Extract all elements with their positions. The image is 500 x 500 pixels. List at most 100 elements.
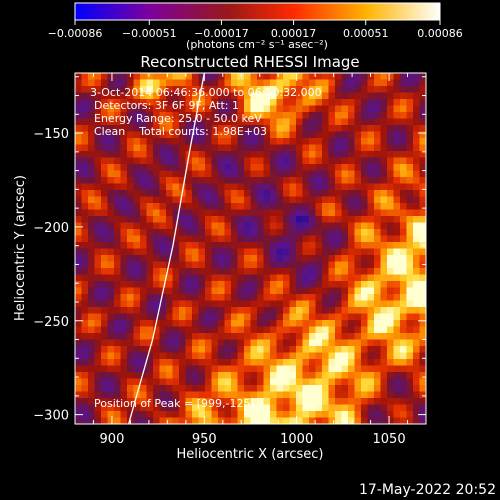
heatmap-cell — [159, 248, 167, 256]
heatmap-cell — [231, 385, 238, 392]
heatmap-cell — [75, 216, 82, 223]
heatmap-cell — [335, 287, 342, 295]
heatmap-cell — [367, 352, 375, 360]
heatmap-cell — [114, 222, 121, 230]
heatmap-cell — [413, 281, 420, 288]
heatmap-cell — [367, 313, 375, 321]
heatmap-cell — [250, 352, 258, 360]
heatmap-cell — [413, 274, 420, 282]
heatmap-cell — [127, 398, 134, 405]
heatmap-cell — [218, 86, 225, 93]
heatmap-cell — [406, 404, 414, 412]
heatmap-cell — [361, 209, 368, 217]
heatmap-cell — [406, 248, 414, 256]
heatmap-cell — [159, 378, 167, 386]
heatmap-cell — [276, 118, 284, 126]
heatmap-cell — [257, 404, 264, 412]
heatmap-cell — [302, 281, 310, 288]
heatmap-cell — [192, 112, 199, 119]
heatmap-cell — [81, 411, 89, 418]
heatmap-cell — [328, 294, 336, 301]
heatmap-cell — [400, 320, 407, 327]
heatmap-cell — [146, 177, 154, 184]
heatmap-cell — [413, 157, 420, 165]
heatmap-cell — [315, 281, 323, 288]
heatmap-cell — [393, 391, 401, 399]
heatmap-cell — [244, 86, 251, 93]
heatmap-cell — [120, 352, 128, 360]
heatmap-cell — [81, 157, 89, 165]
heatmap-cell — [127, 164, 134, 171]
heatmap-cell — [270, 125, 277, 132]
heatmap-cell — [211, 248, 219, 256]
heatmap-cell — [367, 404, 375, 412]
heatmap-cell — [120, 242, 128, 249]
heatmap-cell — [380, 229, 388, 236]
heatmap-cell — [296, 125, 303, 132]
heatmap-cell — [133, 411, 141, 418]
heatmap-cell — [380, 391, 388, 399]
heatmap-cell — [374, 203, 381, 210]
heatmap-cell — [198, 307, 206, 314]
heatmap-cell — [133, 86, 141, 93]
heatmap-cell — [192, 235, 199, 243]
heatmap-cell — [341, 365, 349, 373]
heatmap-cell — [315, 307, 323, 314]
heatmap-cell — [237, 203, 245, 210]
heatmap-cell — [302, 359, 310, 366]
heatmap-cell — [146, 268, 154, 275]
heatmap-cell — [296, 417, 303, 424]
heatmap-cell — [380, 281, 388, 288]
heatmap-cell — [335, 229, 342, 236]
heatmap-cell — [146, 359, 154, 366]
heatmap-cell — [101, 131, 108, 139]
heatmap-cell — [341, 326, 349, 334]
heatmap-cell — [328, 105, 336, 113]
heatmap-cell — [81, 183, 89, 191]
heatmap-cell — [127, 131, 134, 139]
heatmap-cell — [400, 131, 407, 139]
heatmap-cell — [120, 346, 128, 353]
heatmap-cell — [127, 216, 134, 223]
heatmap-cell — [283, 417, 290, 424]
heatmap-cell — [101, 411, 108, 418]
heatmap-cell — [354, 255, 362, 262]
heatmap-cell — [315, 177, 323, 184]
heatmap — [75, 73, 426, 424]
heatmap-cell — [367, 112, 375, 119]
heatmap-cell — [172, 170, 180, 178]
heatmap-cell — [159, 222, 167, 230]
heatmap-cell — [393, 92, 401, 100]
heatmap-cell — [224, 164, 232, 171]
heatmap-cell — [335, 73, 342, 80]
heatmap-cell — [237, 339, 245, 347]
heatmap-cell — [400, 307, 407, 314]
heatmap-cell — [380, 274, 388, 282]
heatmap-cell — [172, 99, 180, 106]
heatmap-cell — [335, 177, 342, 184]
heatmap-cell — [107, 86, 115, 93]
heatmap-cell — [94, 352, 102, 360]
heatmap-cell — [322, 281, 329, 288]
heatmap-cell — [387, 378, 394, 386]
heatmap-cell — [250, 125, 258, 132]
heatmap-cell — [133, 320, 141, 327]
heatmap-cell — [153, 333, 160, 340]
heatmap-cell — [88, 307, 95, 314]
heatmap-cell — [406, 294, 414, 301]
heatmap-cell — [400, 118, 407, 126]
heatmap-cell — [374, 346, 381, 353]
heatmap-cell — [335, 391, 342, 399]
heatmap-cell — [166, 268, 173, 275]
heatmap-cell — [198, 255, 206, 262]
heatmap-cell — [159, 404, 167, 412]
heatmap-cell — [211, 229, 219, 236]
heatmap-cell — [374, 391, 381, 399]
heatmap-cell — [231, 229, 238, 236]
heatmap-cell — [296, 151, 303, 158]
heatmap-cell — [237, 404, 245, 412]
heatmap-cell — [88, 105, 95, 113]
heatmap-cell — [211, 209, 219, 217]
heatmap-cell — [205, 372, 212, 379]
heatmap-cell — [244, 242, 251, 249]
